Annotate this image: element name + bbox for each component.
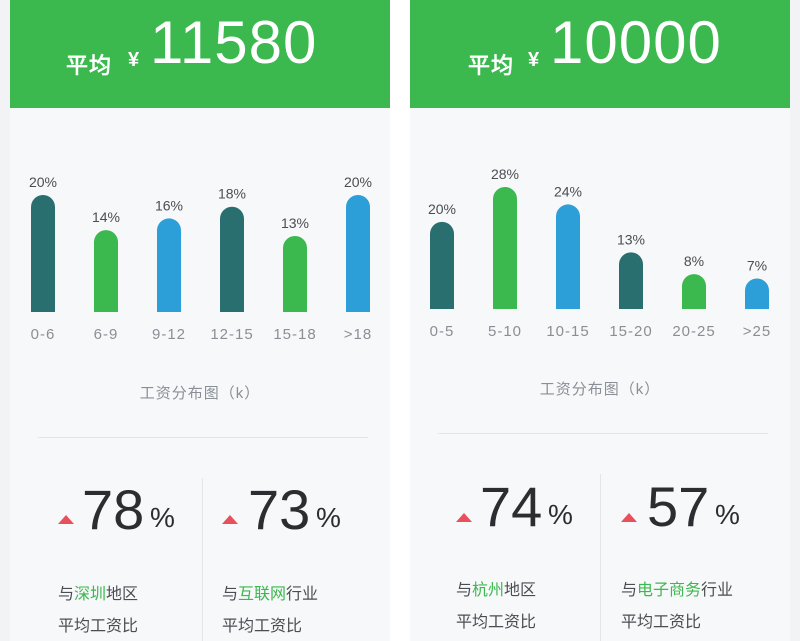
stat-percent-unit: % — [316, 502, 341, 533]
stat-label-line2: 平均工资比 — [456, 614, 537, 631]
stat-percent-unit: % — [548, 499, 573, 530]
stat-label-highlight: 深圳 — [74, 586, 107, 603]
x-tick-label: 20-25 — [672, 323, 715, 340]
salary-card-hangzhou: 平均 ¥ 10000 20% 0-5 28% 5-10 24% 10-15 13% 15-20… — [410, 0, 790, 641]
bar-data-label: 16% — [155, 197, 183, 213]
bar-9-12 — [157, 218, 181, 312]
chart-axis-caption: 工资分布图（k） — [139, 385, 261, 402]
stat-percent-value: 57 — [647, 475, 710, 538]
bar-15-20 — [619, 252, 643, 309]
x-tick-label: >25 — [743, 323, 771, 340]
salary-distribution-chart: 20% 0-6 14% 6-9 16% 9-12 18% 12-15 13% 15-18 20% >1… — [29, 174, 372, 343]
stat-label-prefix: 与 — [621, 582, 638, 599]
up-arrow-icon — [222, 515, 238, 524]
x-tick-label: 0-6 — [31, 326, 56, 343]
chart-axis-caption: 工资分布图（k） — [539, 381, 661, 398]
stat-label-line2: 平均工资比 — [58, 618, 139, 635]
page-gutter-left — [0, 0, 10, 641]
stat-percent-unit: % — [715, 499, 740, 530]
stat-label-prefix: 与 — [58, 586, 75, 603]
average-salary-header: 平均 ¥ 11580 — [10, 0, 390, 108]
stat-percent-value: 78 — [82, 478, 145, 541]
stat-label-line2: 平均工资比 — [621, 614, 702, 631]
x-tick-label: 15-18 — [273, 326, 316, 343]
bar-data-label: 14% — [92, 209, 120, 225]
bar-data-label: 18% — [218, 186, 246, 202]
currency-symbol: ¥ — [528, 49, 540, 71]
bar-10-15 — [556, 204, 580, 309]
section-divider — [38, 437, 368, 438]
average-salary-header: 平均 ¥ 10000 — [410, 0, 790, 108]
stat-label-prefix: 与 — [456, 582, 473, 599]
average-label: 平均 — [66, 53, 113, 78]
x-tick-label: 10-15 — [546, 323, 589, 340]
stat-percent-value: 74 — [480, 475, 543, 538]
x-tick-label: 5-10 — [488, 323, 522, 340]
bar-data-label: 24% — [554, 183, 582, 199]
stat-label-suffix: 行业 — [701, 582, 734, 599]
bar-data-label: 28% — [491, 166, 519, 182]
x-tick-label: 15-20 — [609, 323, 652, 340]
average-salary-value: 11580 — [150, 9, 318, 76]
bar-data-label: 13% — [281, 215, 309, 231]
stat-label-line2: 平均工资比 — [222, 618, 303, 635]
stat-label-suffix: 地区 — [106, 586, 139, 603]
stat-percent-value: 73 — [248, 478, 311, 541]
bar-5-10 — [493, 187, 517, 309]
bar->25 — [745, 278, 769, 309]
up-arrow-icon — [621, 513, 637, 522]
stat-label-suffix: 行业 — [286, 586, 319, 603]
x-tick-label: 9-12 — [152, 326, 186, 343]
x-tick-label: 0-5 — [430, 323, 455, 340]
x-tick-label: >18 — [344, 326, 372, 343]
salary-card-shenzhen: 平均 ¥ 11580 20% 0-6 14% 6-9 16% 9-12 18% 12-15 13… — [10, 0, 390, 641]
stat-label-line1: 与深圳地区 — [58, 580, 138, 604]
up-arrow-icon — [456, 513, 472, 522]
page-gutter-middle — [390, 0, 410, 641]
bar-20-25 — [682, 274, 706, 309]
up-arrow-icon — [58, 515, 74, 524]
bar-6-9 — [94, 230, 118, 312]
stat-label-line1: 与杭州地区 — [456, 576, 536, 600]
bar-data-label: 8% — [684, 253, 704, 269]
stat-label-suffix: 地区 — [504, 582, 537, 599]
stat-label-line1: 与电子商务行业 — [621, 576, 733, 600]
salary-distribution-chart: 20% 0-5 28% 5-10 24% 10-15 13% 15-20 8% 20-25 7% >2… — [428, 166, 771, 340]
average-salary-value: 10000 — [550, 9, 722, 76]
bar-data-label: 20% — [344, 174, 372, 190]
stat-label-highlight: 电子商务 — [637, 582, 702, 599]
page-gutter-right — [790, 0, 800, 641]
bar->18 — [346, 195, 370, 312]
x-tick-label: 6-9 — [94, 326, 119, 343]
currency-symbol: ¥ — [128, 49, 140, 71]
stat-label-highlight: 互联网 — [238, 586, 287, 603]
stat-percent-unit: % — [150, 502, 175, 533]
x-tick-label: 12-15 — [210, 326, 253, 343]
bar-data-label: 7% — [747, 258, 767, 274]
bar-data-label: 20% — [29, 174, 57, 190]
average-label: 平均 — [468, 53, 515, 78]
bar-0-5 — [430, 221, 454, 309]
section-divider — [438, 433, 768, 434]
stat-label-line1: 与互联网行业 — [222, 580, 318, 604]
bar-0-6 — [31, 195, 55, 312]
bar-15-18 — [283, 235, 307, 312]
stats-divider — [202, 478, 203, 641]
stat-label-prefix: 与 — [222, 586, 239, 603]
stats-divider — [600, 474, 601, 641]
stat-label-highlight: 杭州 — [472, 582, 505, 599]
bar-data-label: 13% — [617, 231, 645, 247]
bar-data-label: 20% — [428, 201, 456, 217]
bar-12-15 — [220, 206, 244, 312]
